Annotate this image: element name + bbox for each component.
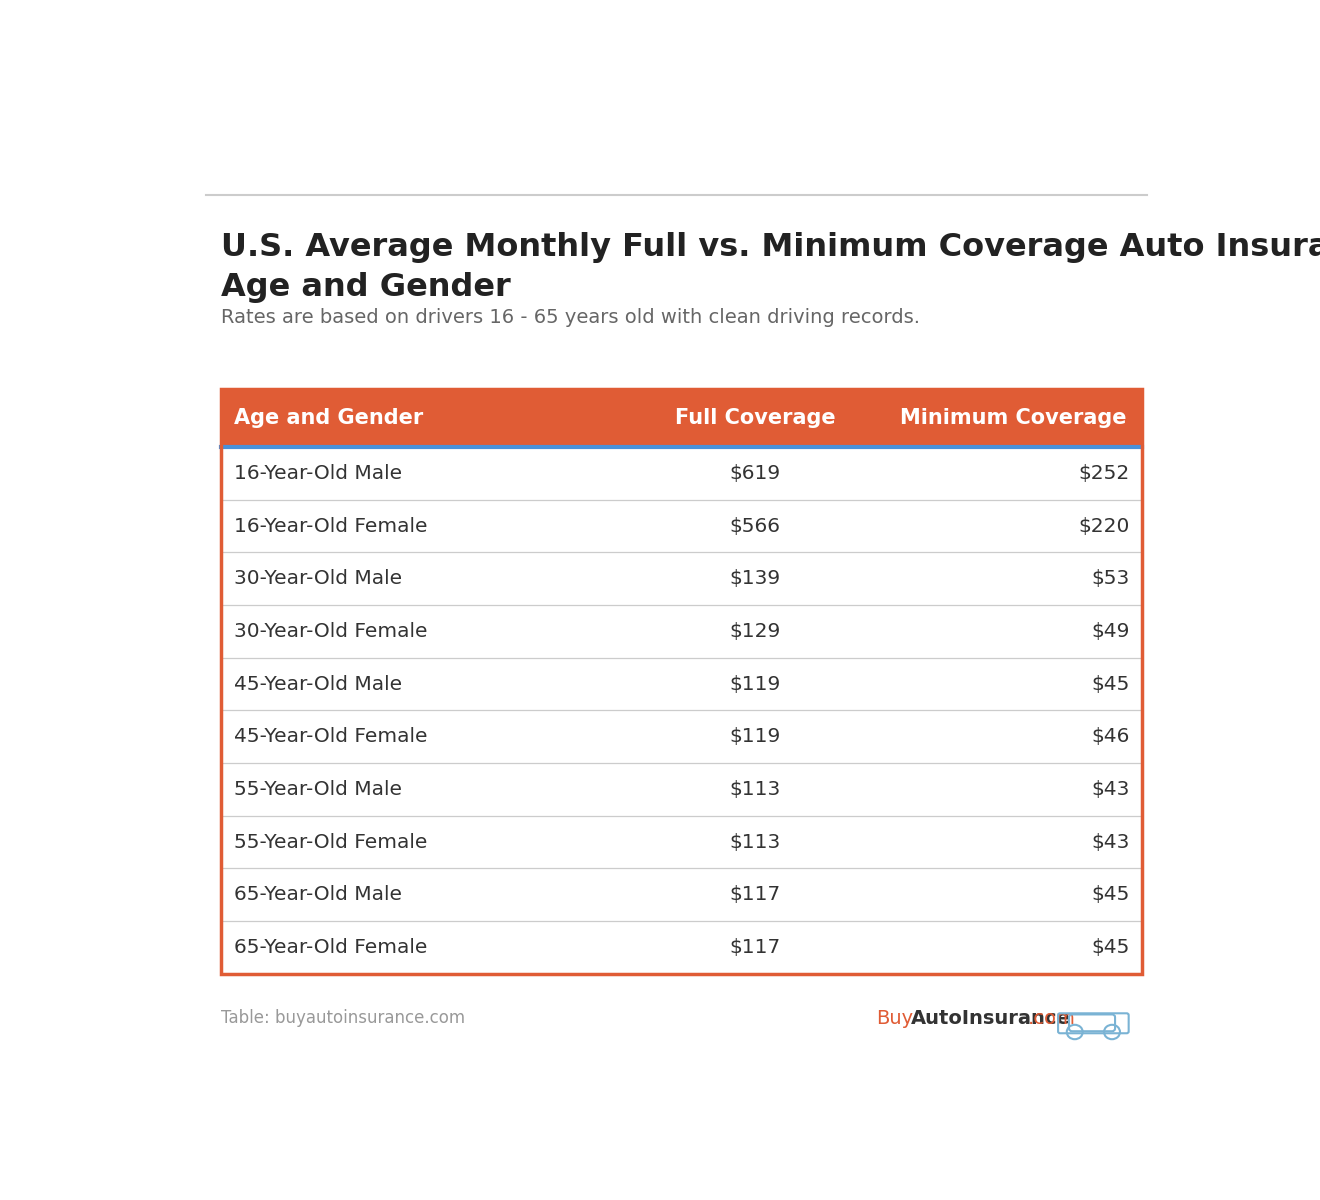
Text: 16-Year-Old Female: 16-Year-Old Female bbox=[234, 516, 428, 535]
Text: $117: $117 bbox=[730, 886, 781, 905]
Text: Full Coverage: Full Coverage bbox=[675, 408, 836, 428]
Text: $119: $119 bbox=[730, 727, 781, 746]
Text: $113: $113 bbox=[730, 833, 781, 852]
Text: $49: $49 bbox=[1092, 622, 1130, 641]
Text: $252: $252 bbox=[1078, 464, 1130, 482]
Bar bbox=[222, 389, 1142, 448]
Text: AutoInsurance: AutoInsurance bbox=[911, 1009, 1071, 1028]
Text: $117: $117 bbox=[730, 938, 781, 956]
Text: 65-Year-Old Male: 65-Year-Old Male bbox=[234, 886, 401, 905]
Text: 30-Year-Old Female: 30-Year-Old Female bbox=[234, 622, 428, 641]
Text: $119: $119 bbox=[730, 674, 781, 694]
Text: Minimum Coverage: Minimum Coverage bbox=[900, 408, 1126, 428]
Text: $43: $43 bbox=[1092, 780, 1130, 799]
Text: Rates are based on drivers 16 - 65 years old with clean driving records.: Rates are based on drivers 16 - 65 years… bbox=[222, 308, 920, 328]
Text: $566: $566 bbox=[730, 516, 780, 535]
Text: $45: $45 bbox=[1092, 938, 1130, 956]
Text: 65-Year-Old Female: 65-Year-Old Female bbox=[234, 938, 426, 956]
Text: Table: buyautoinsurance.com: Table: buyautoinsurance.com bbox=[222, 1009, 466, 1027]
Text: U.S. Average Monthly Full vs. Minimum Coverage Auto Insurance Rates by: U.S. Average Monthly Full vs. Minimum Co… bbox=[222, 232, 1320, 263]
Text: $139: $139 bbox=[730, 569, 781, 588]
Text: $45: $45 bbox=[1092, 674, 1130, 694]
Text: $43: $43 bbox=[1092, 833, 1130, 852]
Text: 55-Year-Old Male: 55-Year-Old Male bbox=[234, 780, 401, 799]
Text: Age and Gender: Age and Gender bbox=[234, 408, 422, 428]
Text: .com: .com bbox=[1027, 1009, 1076, 1028]
Bar bbox=[222, 389, 1142, 973]
Text: $45: $45 bbox=[1092, 886, 1130, 905]
Text: $113: $113 bbox=[730, 780, 781, 799]
Text: Age and Gender: Age and Gender bbox=[222, 271, 511, 302]
Text: $619: $619 bbox=[730, 464, 781, 482]
Text: 55-Year-Old Female: 55-Year-Old Female bbox=[234, 833, 426, 852]
Text: Buy: Buy bbox=[876, 1009, 913, 1028]
Text: 30-Year-Old Male: 30-Year-Old Male bbox=[234, 569, 401, 588]
Text: $220: $220 bbox=[1078, 516, 1130, 535]
Text: 45-Year-Old Male: 45-Year-Old Male bbox=[234, 674, 401, 694]
Text: 16-Year-Old Male: 16-Year-Old Male bbox=[234, 464, 401, 482]
Text: $129: $129 bbox=[730, 622, 781, 641]
Text: $46: $46 bbox=[1092, 727, 1130, 746]
Text: $53: $53 bbox=[1092, 569, 1130, 588]
Text: 45-Year-Old Female: 45-Year-Old Female bbox=[234, 727, 428, 746]
